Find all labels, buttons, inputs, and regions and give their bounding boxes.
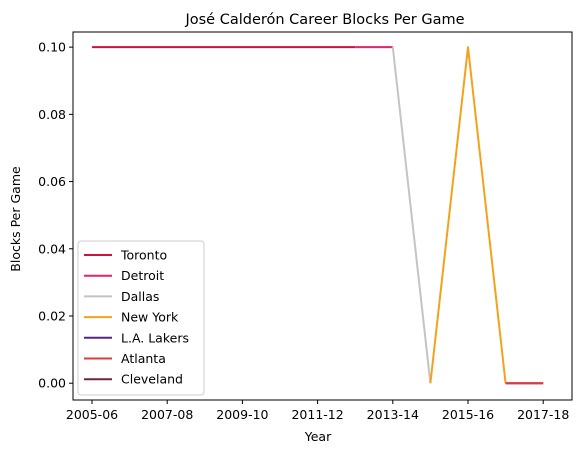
y-tick-label: 0.10 — [38, 40, 66, 55]
x-axis: 2005-06 2007-08 2009-10 2011-12 2013-14 2015-… — [66, 400, 569, 422]
legend-label: Toronto — [120, 248, 167, 263]
series-line-new-york — [429, 46, 507, 384]
y-tick-label: 0.00 — [38, 376, 66, 391]
y-axis-label: Blocks Per Game — [8, 166, 23, 272]
y-tick-label: 0.02 — [38, 308, 66, 323]
y-tick-label: 0.04 — [38, 241, 66, 256]
legend-label: L.A. Lakers — [121, 330, 189, 345]
series-line-dallas — [391, 46, 432, 384]
legend-label: Detroit — [121, 268, 164, 283]
x-tick-label: 2013-14 — [367, 407, 419, 422]
x-tick-label: 2015-16 — [442, 407, 494, 422]
legend-label: Cleveland — [121, 372, 183, 387]
x-tick-label: 2011-12 — [291, 407, 343, 422]
x-tick-label: 2005-06 — [66, 407, 118, 422]
x-tick-label: 2009-10 — [216, 407, 268, 422]
x-tick-label: 2007-08 — [141, 407, 193, 422]
legend-label: New York — [121, 310, 179, 325]
x-axis-label: Year — [304, 429, 332, 444]
y-tick-label: 0.06 — [38, 174, 66, 189]
legend-label: Atlanta — [121, 351, 166, 366]
legend-label: Dallas — [121, 289, 159, 304]
y-tick-label: 0.08 — [38, 107, 66, 122]
series-lines — [92, 46, 544, 385]
legend: Toronto Detroit Dallas New York L.A. Lakers A… — [77, 240, 205, 396]
legend-box — [77, 240, 205, 396]
chart-title: José Calderón Career Blocks Per Game — [184, 12, 464, 28]
y-axis: 0.00 0.02 0.04 0.06 0.08 0.10 — [38, 40, 73, 391]
x-tick-label: 2017-18 — [517, 407, 569, 422]
plot-frame — [72, 31, 573, 401]
